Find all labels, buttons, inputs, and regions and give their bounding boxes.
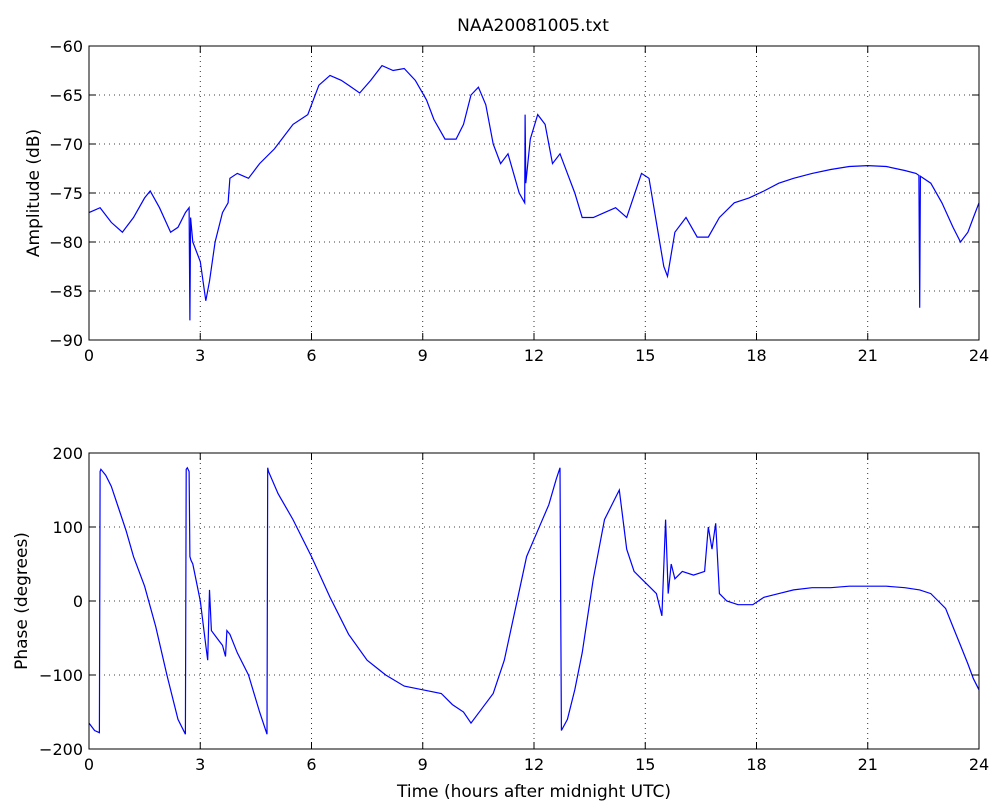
phase-series-line: [88, 466, 980, 735]
amplitude-grid: [89, 46, 979, 340]
amplitude-ticks: 0 3 6 9 12 15 18 21 24 −90 −85 −80 −75 −70 −65 −60: [49, 37, 989, 365]
amplitude-x-tick-label: 15: [635, 346, 655, 365]
phase-y-tick-label: −100: [39, 666, 83, 685]
amplitude-x-tick-label: 0: [84, 346, 94, 365]
phase-x-tick-label: 0: [84, 755, 94, 774]
phase-y-tick-label: 200: [52, 444, 83, 463]
amplitude-x-tick-label: 12: [524, 346, 544, 365]
phase-x-tick-label: 3: [195, 755, 205, 774]
amplitude-y-axis-label: Amplitude (dB): [24, 129, 44, 257]
amplitude-y-tick-label: −65: [49, 86, 83, 105]
amplitude-series-line: [88, 64, 980, 321]
amplitude-y-tick-label: −90: [49, 331, 83, 350]
phase-panel: 0 3 6 9 12 15 18 21 24 −200 −100 0 100 200 Phase (deg…: [12, 444, 989, 802]
amplitude-panel: 0 3 6 9 12 15 18 21 24 −90 −85 −80 −75 −70 −65 −60 Ampl…: [24, 37, 989, 365]
amplitude-x-tick-label: 18: [746, 346, 766, 365]
amplitude-x-tick-label: 24: [969, 346, 989, 365]
amplitude-y-tick-label: −60: [49, 37, 83, 56]
amplitude-x-tick-label: 3: [195, 346, 205, 365]
phase-y-tick-label: 0: [73, 592, 83, 611]
phase-x-tick-label: 9: [418, 755, 428, 774]
phase-x-tick-label: 24: [969, 755, 989, 774]
amplitude-x-tick-label: 21: [858, 346, 878, 365]
amplitude-x-tick-label: 9: [418, 346, 428, 365]
phase-x-tick-label: 18: [746, 755, 766, 774]
phase-ticks: 0 3 6 9 12 15 18 21 24 −200 −100 0 100 200: [39, 444, 989, 774]
phase-x-tick-label: 21: [858, 755, 878, 774]
time-x-axis-label: Time (hours after midnight UTC): [396, 782, 671, 802]
chart-title: NAA20081005.txt: [457, 16, 609, 36]
amplitude-y-tick-label: −75: [49, 184, 83, 203]
phase-y-axis-label: Phase (degrees): [12, 532, 32, 670]
amplitude-y-tick-label: −85: [49, 282, 83, 301]
amplitude-x-tick-label: 6: [306, 346, 316, 365]
amplitude-y-tick-label: −70: [49, 135, 83, 154]
phase-y-tick-label: 100: [52, 518, 83, 537]
amplitude-y-tick-label: −80: [49, 233, 83, 252]
phase-x-tick-label: 15: [635, 755, 655, 774]
phase-x-tick-label: 6: [306, 755, 316, 774]
phase-y-tick-label: −200: [39, 740, 83, 759]
phase-x-tick-label: 12: [524, 755, 544, 774]
phase-grid: [89, 453, 979, 749]
